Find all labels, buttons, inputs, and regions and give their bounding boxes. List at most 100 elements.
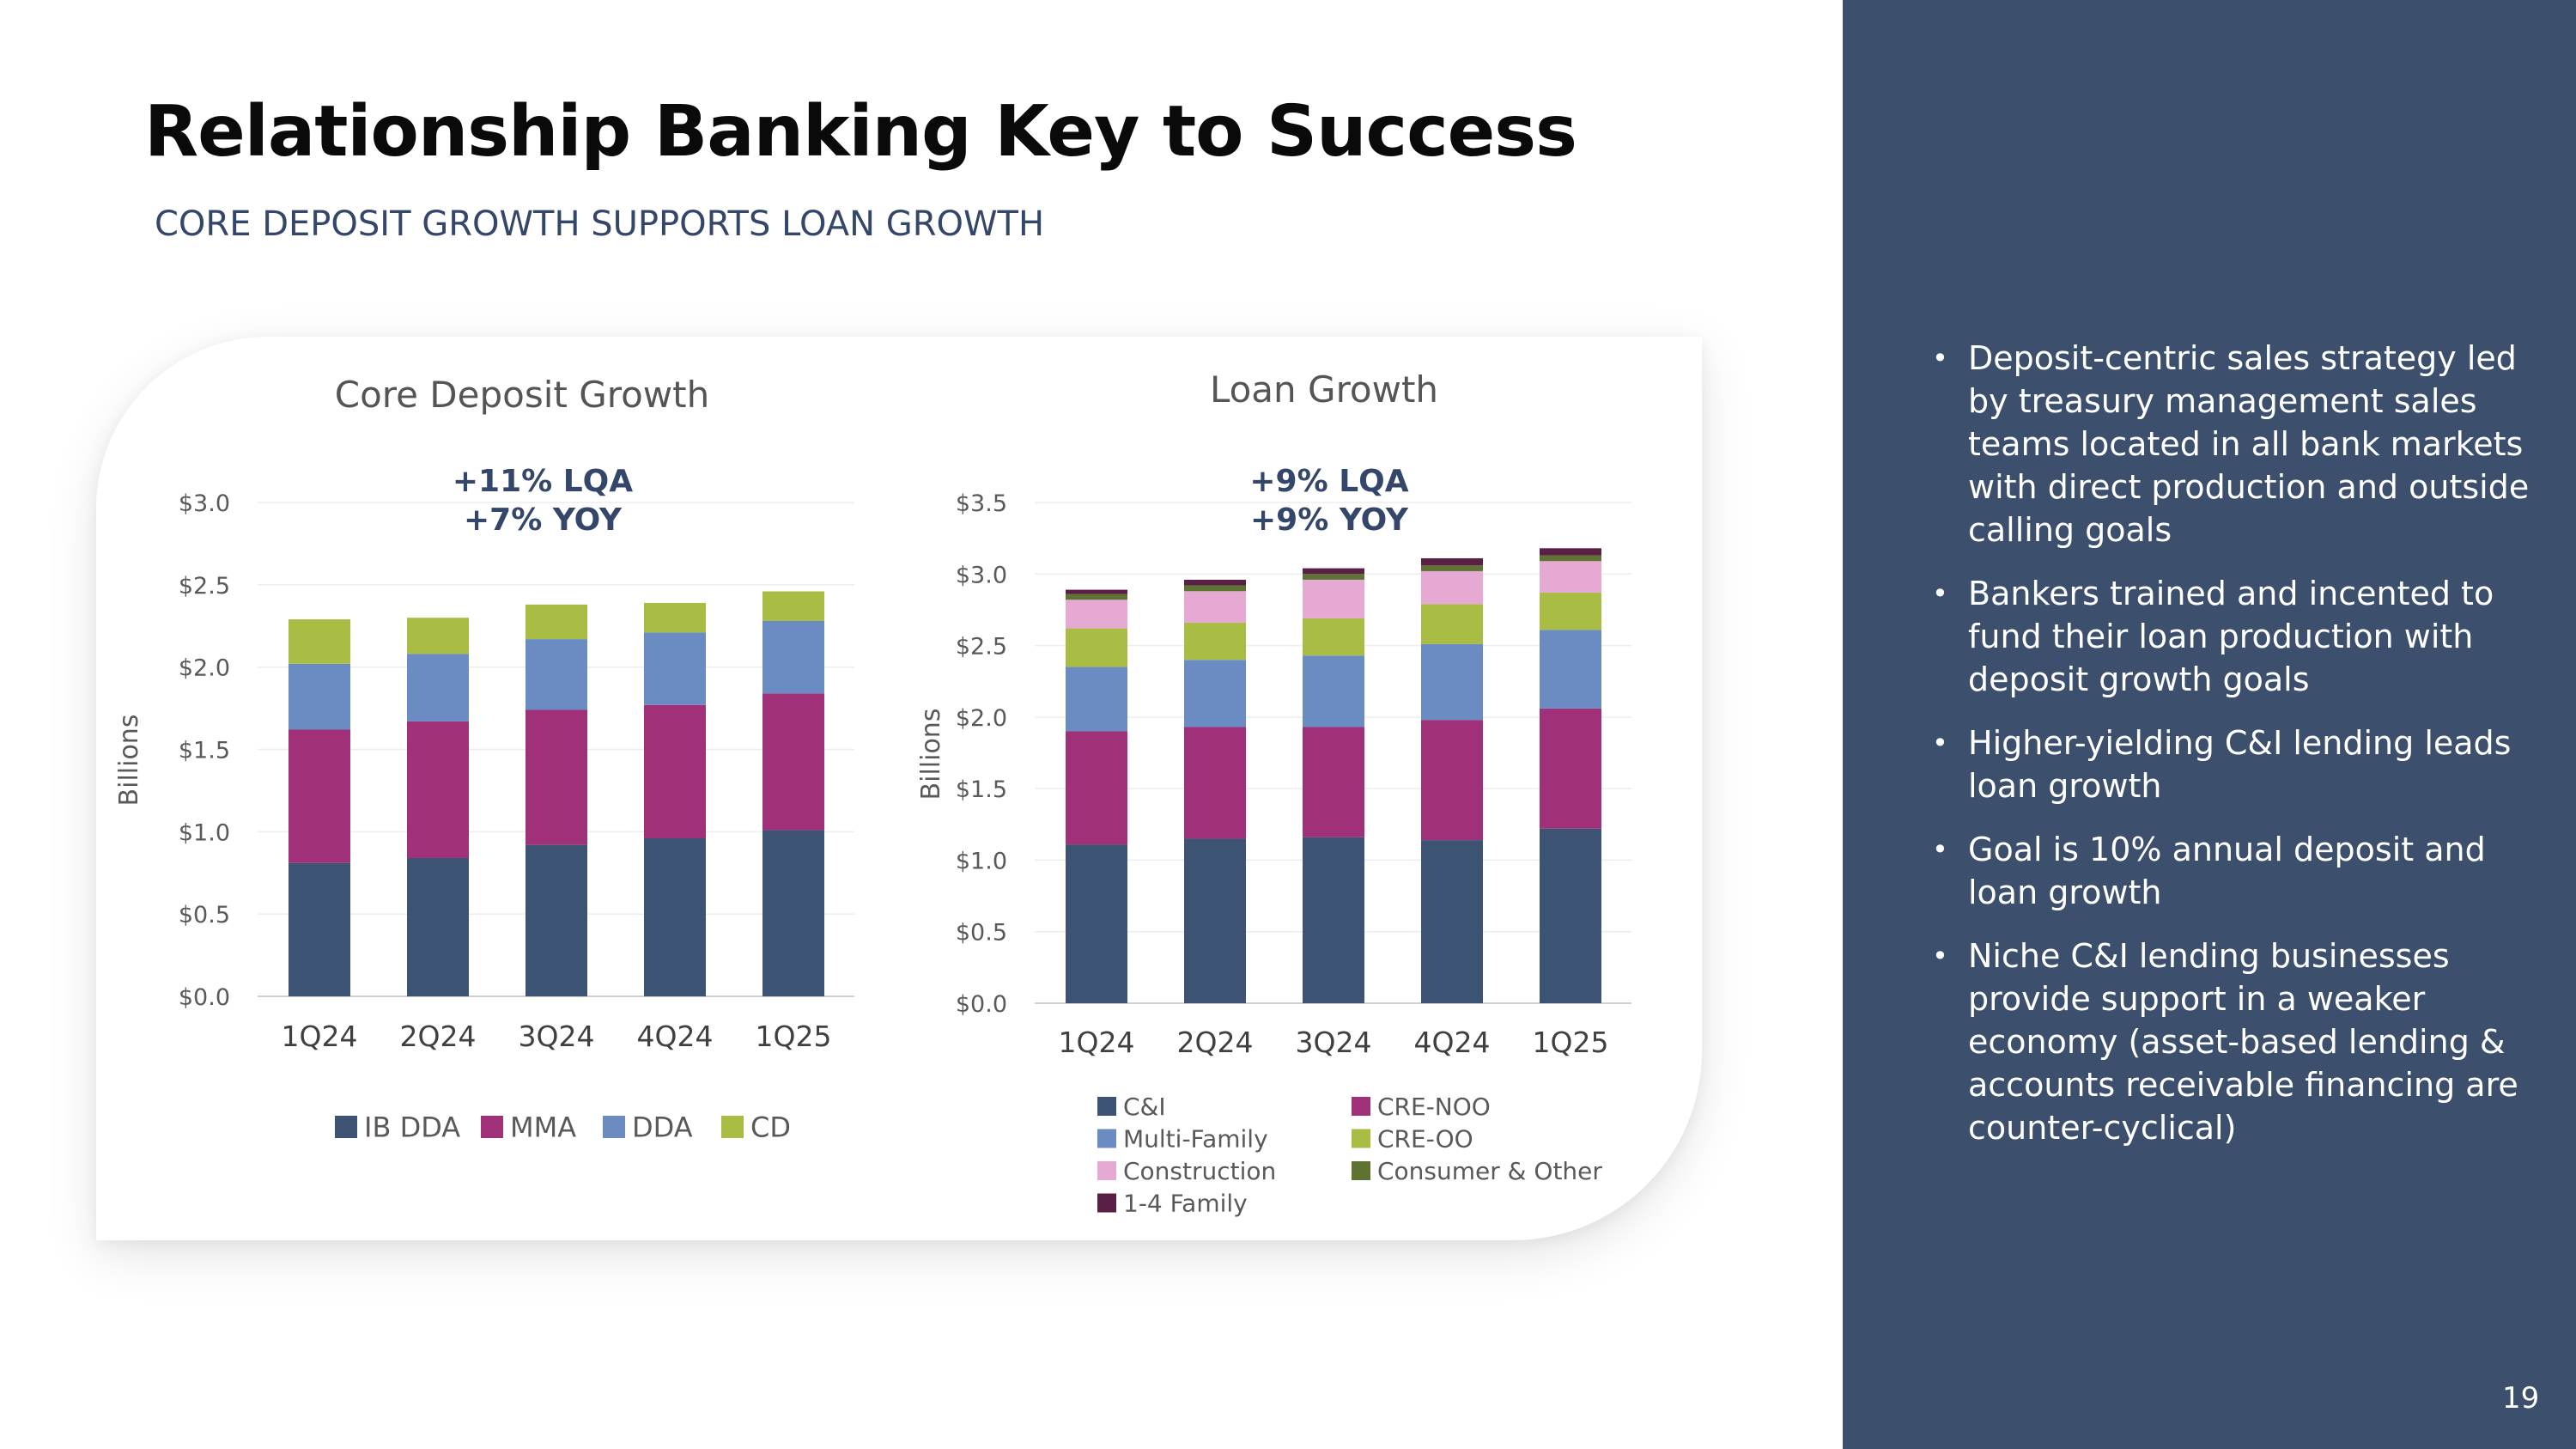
bar-segment-cre-noo [1184, 727, 1246, 839]
x-tick-label: 4Q24 [1414, 1026, 1491, 1059]
bar-segment-cd [289, 619, 350, 664]
page-title: Relationship Banking Key to Success [144, 91, 1577, 173]
bar-segment-ib-dda [407, 858, 469, 996]
bar-segment-ib-dda [762, 830, 824, 996]
y-tick-label: $3.5 [956, 490, 1007, 517]
chart-0: $0.0 $0.5 $1.0 $1.5 $2.0 $2.5 $3.0 Billions Core… [114, 374, 854, 1144]
legend-label: 1-4 Family [1123, 1190, 1248, 1218]
growth-annotation: +7% YOY [464, 502, 623, 538]
bar-segment-consumer-other [1184, 585, 1246, 592]
y-tick-label: $1.0 [179, 819, 230, 846]
legend-label: IB DDA [364, 1111, 460, 1144]
bar-segment-cd [407, 618, 469, 654]
bar-segment-dda [644, 632, 706, 705]
y-tick-label: $0.0 [179, 984, 230, 1011]
y-tick-label: $0.5 [956, 920, 1007, 947]
chart-title: Core Deposit Growth [335, 374, 710, 416]
bar-segment-1-4-family [1540, 548, 1601, 556]
legend-label: DDA [632, 1111, 693, 1144]
bar-segment-consumer-other [1421, 565, 1483, 571]
y-tick-label: $1.0 [956, 848, 1007, 874]
y-tick-label: $0.0 [956, 991, 1007, 1018]
y-axis-title: Billions [114, 715, 144, 807]
bar-segment-construction [1303, 579, 1364, 618]
key-point-item: Higher-yielding C&I lending leads loan g… [1932, 721, 2533, 807]
x-tick-label: 1Q24 [282, 1020, 358, 1053]
bar-segment-multi-family [1540, 630, 1601, 709]
bar-segment-1-4-family [1421, 557, 1483, 566]
bar-segment-cre-oo [1066, 628, 1127, 667]
chart-title: Loan Growth [1210, 368, 1438, 411]
bar-segment-dda [289, 663, 350, 730]
y-tick-label: $2.0 [179, 655, 230, 682]
bar-segment-cre-oo [1184, 622, 1246, 661]
y-tick-label: $3.0 [956, 562, 1007, 588]
legend-label: Construction [1123, 1157, 1276, 1185]
bar-segment-ib-dda [644, 838, 706, 996]
bar-segment-consumer-other [1540, 555, 1601, 562]
legend-label: MMA [510, 1111, 576, 1144]
bar-segment-construction [1540, 561, 1601, 593]
y-tick-label: $2.5 [179, 573, 230, 600]
bar-segment-1-4-family [1303, 568, 1364, 575]
bar-segment-1-4-family [1184, 579, 1246, 586]
key-point-item: Niche C&I lending businesses provide sup… [1932, 935, 2533, 1149]
x-tick-label: 1Q25 [1533, 1026, 1609, 1059]
legend-swatch [481, 1116, 503, 1138]
page-number: 19 [2502, 1381, 2540, 1416]
y-tick-label: $1.5 [956, 776, 1007, 803]
y-tick-label: $2.0 [956, 705, 1007, 732]
legend-swatch [1097, 1161, 1116, 1180]
bar-segment-mma [526, 709, 587, 845]
growth-annotation: +9% YOY [1250, 502, 1409, 538]
bar-segment-multi-family [1184, 660, 1246, 728]
bar-segment-cd [644, 602, 706, 633]
bar-segment-cre-noo [1421, 720, 1483, 841]
x-tick-label: 2Q24 [400, 1020, 477, 1053]
legend-label: CRE-NOO [1377, 1093, 1491, 1121]
legend-swatch [335, 1116, 357, 1138]
bar-segment-dda [762, 621, 824, 694]
key-point-item: Goal is 10% annual deposit and loan grow… [1932, 828, 2533, 914]
bar-segment-c-i [1066, 844, 1127, 1003]
x-tick-label: 3Q24 [1296, 1026, 1372, 1059]
charts-canvas: $0.0 $0.5 $1.0 $1.5 $2.0 $2.5 $3.0 Billions Core… [114, 368, 1631, 1218]
y-axis-title: Billions [916, 709, 946, 801]
x-tick-label: 4Q24 [637, 1020, 714, 1053]
chart-1: $0.0 $0.5 $1.0 $1.5 $2.0 $2.5 $3.0 $3.5 Billions… [916, 368, 1631, 1218]
key-point-item: Bankers trained and incented to fund the… [1932, 572, 2533, 701]
x-tick-label: 3Q24 [519, 1020, 595, 1053]
legend-swatch [1352, 1161, 1370, 1180]
growth-annotation: +9% LQA [1249, 464, 1408, 499]
bar-segment-dda [407, 654, 469, 721]
bar-segment-c-i [1421, 840, 1483, 1003]
legend-swatch [1352, 1129, 1370, 1148]
legend-label: CD [750, 1111, 791, 1144]
growth-annotation: +11% LQA [453, 464, 633, 499]
bar-segment-c-i [1184, 838, 1246, 1003]
bar-segment-construction [1184, 591, 1246, 623]
y-tick-label: $1.5 [179, 738, 230, 764]
bar-segment-mma [407, 721, 469, 858]
bar-segment-1-4-family [1066, 589, 1127, 594]
bar-segment-multi-family [1303, 655, 1364, 728]
legend-swatch [721, 1116, 744, 1138]
bar-segment-mma [762, 693, 824, 831]
legend-swatch [1097, 1193, 1116, 1213]
bar-segment-multi-family [1066, 667, 1127, 732]
bar-segment-ib-dda [289, 862, 350, 996]
bar-segment-cre-noo [1303, 727, 1364, 837]
y-tick-label: $0.5 [179, 902, 230, 928]
bar-segment-cre-oo [1303, 618, 1364, 656]
bar-segment-cd [762, 591, 824, 621]
x-tick-label: 1Q24 [1059, 1026, 1135, 1059]
legend-label: CRE-OO [1377, 1125, 1473, 1154]
bar-segment-consumer-other [1303, 574, 1364, 580]
bar-segment-cre-oo [1540, 592, 1601, 630]
bar-segment-dda [526, 639, 587, 710]
legend-swatch [1097, 1097, 1116, 1116]
x-tick-label: 1Q25 [756, 1020, 832, 1053]
legend-label: Consumer & Other [1377, 1157, 1602, 1185]
legend-label: Multi-Family [1123, 1125, 1268, 1154]
legend-swatch [1352, 1097, 1370, 1116]
